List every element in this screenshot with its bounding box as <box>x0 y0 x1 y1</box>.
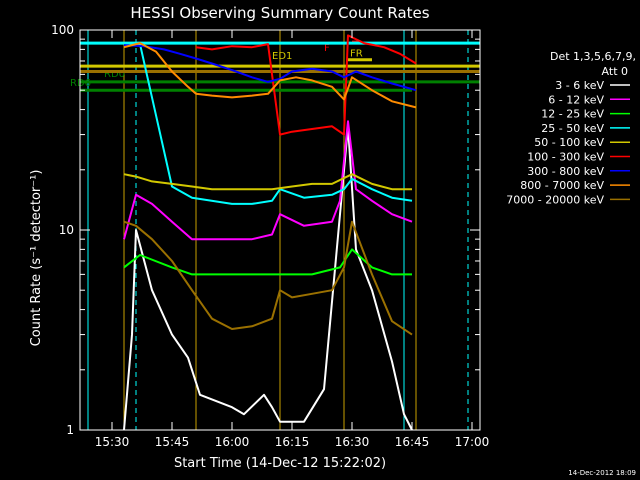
timestamp-label: 14-Dec-2012 18:09 <box>568 469 636 477</box>
y-tick-label-0: 1 <box>66 423 74 437</box>
x-tick-label-3: 16:15 <box>275 435 310 449</box>
legend-header-line1: Det 1,3,5,6,7,9, <box>550 50 636 63</box>
chart-title: HESSI Observing Summary Count Rates <box>130 4 429 22</box>
x-tick-label-6: 17:00 <box>455 435 490 449</box>
x-tick-label-4: 16:30 <box>335 435 370 449</box>
y-axis-label: Count Rate (s⁻¹ detector⁻¹) <box>29 170 44 347</box>
legend-label-5: 100 - 300 keV <box>527 151 604 164</box>
x-tick-label-0: 15:30 <box>95 435 130 449</box>
legend-header-line2: Att 0 <box>602 65 628 78</box>
x-tick-label-2: 16:00 <box>215 435 250 449</box>
series-line-8 <box>123 220 413 336</box>
series-line-5 <box>195 34 417 136</box>
x-axis-label: Start Time (14-Dec-12 15:22:02) <box>174 456 386 471</box>
y-tick-label-2: 100 <box>51 23 74 37</box>
annotation-label-rd0: RD0 <box>104 69 125 80</box>
annotation-label-rd6: RD6 <box>70 78 91 89</box>
plot-layer: RD0 RD6 F FR ED1 15:30 15:45 16:00 16:15 16:30 16:… <box>51 23 630 449</box>
legend-label-2: 12 - 25 keV <box>541 108 604 121</box>
legend-label-1: 6 - 12 keV <box>548 93 604 106</box>
series-line-2 <box>123 248 412 276</box>
legend-label-0: 3 - 6 keV <box>555 79 604 92</box>
series-line-4 <box>123 173 412 191</box>
series-line-6 <box>123 44 417 92</box>
series-line-3 <box>123 43 413 205</box>
legend-label-7: 800 - 7000 keV <box>520 179 604 192</box>
y-tick-label-1: 10 <box>59 223 74 237</box>
annotation-label-fr: FR <box>350 49 363 60</box>
annotation-label-ed1: ED1 <box>272 51 292 62</box>
x-tick-label-1: 15:45 <box>155 435 190 449</box>
legend-label-6: 300 - 800 keV <box>527 165 604 178</box>
x-tick-label-5: 16:45 <box>395 435 430 449</box>
legend-label-3: 25 - 50 keV <box>541 122 604 135</box>
legend-label-8: 7000 - 20000 keV <box>506 193 604 206</box>
legend-label-4: 50 - 100 keV <box>534 136 604 149</box>
series-line-1 <box>123 120 413 241</box>
series-line-7 <box>123 42 417 109</box>
series-line-0 <box>123 125 413 431</box>
annotation-label-f: F <box>324 43 330 54</box>
